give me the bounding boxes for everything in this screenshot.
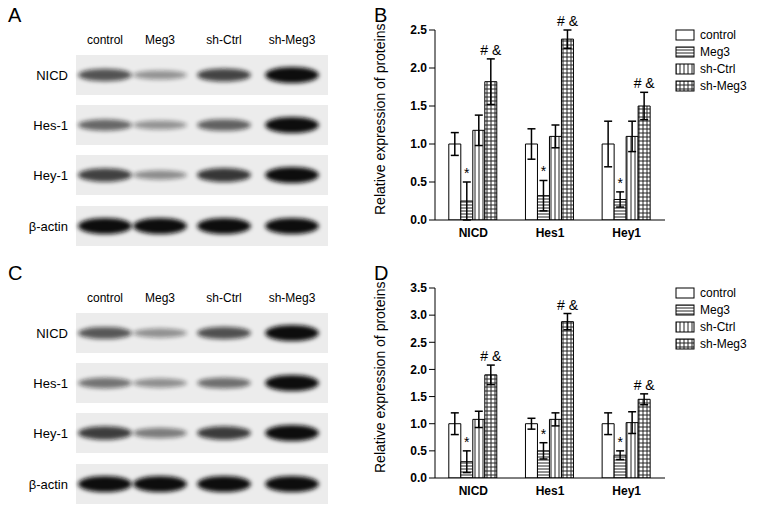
svg-text:β-actin: β-actin	[29, 219, 68, 234]
svg-text:# &: # &	[557, 297, 579, 313]
html-text:C: C	[8, 262, 23, 284]
svg-text:Hes1: Hes1	[536, 226, 565, 240]
html-text:sh-Meg3: sh-Meg3	[700, 336, 747, 351]
svg-text:0.0: 0.0	[410, 471, 427, 485]
svg-text:NICD: NICD	[36, 326, 68, 341]
svg-text:Hey-1: Hey-1	[33, 426, 68, 441]
svg-text:*: *	[464, 165, 470, 181]
svg-text:Relative expression of protein: Relative expression of proteins	[372, 24, 388, 215]
svg-text:1.5: 1.5	[410, 390, 427, 404]
svg-text:2.0: 2.0	[410, 363, 427, 377]
svg-text:NICD: NICD	[459, 484, 489, 498]
svg-text:3.5: 3.5	[410, 281, 427, 295]
svg-text:*: *	[617, 434, 623, 450]
svg-text:0.0: 0.0	[410, 213, 427, 227]
svg-text:NICD: NICD	[459, 226, 489, 240]
svg-text:3.0: 3.0	[410, 308, 427, 322]
svg-text:0.5: 0.5	[410, 444, 427, 458]
svg-text:# &: # &	[557, 13, 579, 29]
svg-text:Hes-1: Hes-1	[33, 118, 68, 133]
svg-text:# &: # &	[480, 42, 502, 58]
svg-text:Hey1: Hey1	[612, 226, 641, 240]
svg-text:NICD: NICD	[36, 68, 68, 83]
svg-text:Hes-1: Hes-1	[33, 376, 68, 391]
html-text:Meg3: Meg3	[700, 302, 730, 317]
svg-text:control: control	[87, 33, 123, 47]
svg-text:0.5: 0.5	[410, 175, 427, 189]
svg-text:Hey-1: Hey-1	[33, 168, 68, 183]
svg-text:# &: # &	[634, 377, 656, 393]
html-text:control: control	[700, 27, 736, 42]
svg-text:1.0: 1.0	[410, 417, 427, 431]
svg-text:sh-Meg3: sh-Meg3	[269, 33, 316, 47]
html-text:A: A	[8, 4, 22, 26]
svg-text:# &: # &	[480, 348, 502, 364]
svg-text:Hes1: Hes1	[536, 484, 565, 498]
html-text:Meg3: Meg3	[700, 44, 730, 59]
svg-text:*: *	[541, 426, 547, 442]
html-text:sh-Ctrl: sh-Ctrl	[700, 319, 736, 334]
svg-text:control: control	[87, 291, 123, 305]
html-text:sh-Meg3: sh-Meg3	[700, 78, 747, 93]
html-text:sh-Ctrl: sh-Ctrl	[700, 61, 736, 76]
svg-text:β-actin: β-actin	[29, 477, 68, 492]
svg-text:Relative expression of protein: Relative expression of proteins	[372, 282, 388, 473]
svg-text:1.0: 1.0	[410, 137, 427, 151]
svg-text:Meg3: Meg3	[145, 33, 175, 47]
svg-text:sh-Meg3: sh-Meg3	[269, 291, 316, 305]
svg-text:2.0: 2.0	[410, 61, 427, 75]
svg-text:# &: # &	[634, 75, 656, 91]
svg-text:Meg3: Meg3	[145, 291, 175, 305]
svg-text:*: *	[541, 163, 547, 179]
svg-text:*: *	[464, 434, 470, 450]
svg-text:*: *	[617, 175, 623, 191]
svg-text:2.5: 2.5	[410, 23, 427, 37]
svg-text:2.5: 2.5	[410, 336, 427, 350]
html-text:control: control	[700, 285, 736, 300]
svg-text:sh-Ctrl: sh-Ctrl	[206, 291, 241, 305]
html-text:B: B	[374, 4, 388, 26]
svg-text:sh-Ctrl: sh-Ctrl	[206, 33, 241, 47]
svg-text:Hey1: Hey1	[612, 484, 641, 498]
svg-text:1.5: 1.5	[410, 99, 427, 113]
html-text:D: D	[374, 262, 389, 284]
